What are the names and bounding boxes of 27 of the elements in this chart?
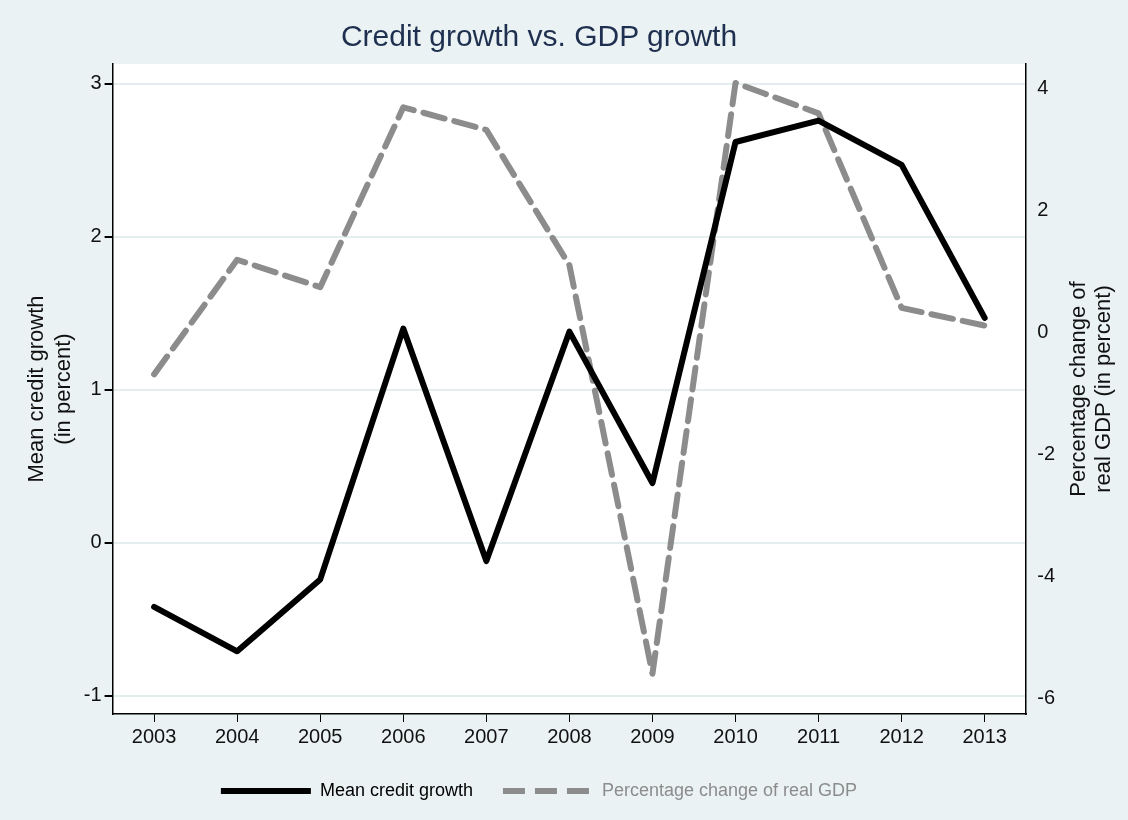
x-tick-label: 2005 — [297, 724, 343, 747]
y2-tick-label: 0 — [1037, 319, 1049, 342]
x-tick-label: 2009 — [630, 724, 675, 747]
y2-tick-label: -2 — [1037, 441, 1056, 464]
x-tick-label: 2006 — [381, 724, 426, 747]
y2-tick-label: 2 — [1037, 197, 1049, 220]
text: Percentage change of real GDP — [601, 779, 858, 800]
y2-tick-label: -6 — [1037, 685, 1056, 708]
y2-tick-label: -4 — [1037, 563, 1056, 586]
chart-title: Credit growth vs. GDP growth — [340, 19, 738, 53]
x-tick-label: 2004 — [214, 724, 260, 747]
y-tick-label: 2 — [90, 224, 102, 247]
x-tick-label: 2007 — [464, 724, 509, 747]
x-tick-label: 2008 — [547, 724, 592, 747]
x-tick-label: 2011 — [797, 724, 841, 747]
y-tick-label: 1 — [90, 377, 102, 400]
x-tick-label: 2012 — [879, 724, 924, 747]
y-tick-label: -1 — [83, 683, 102, 706]
x-tick-label: 2003 — [131, 724, 177, 747]
legend-label: Mean credit growth — [319, 779, 473, 800]
x-tick-label: 2013 — [962, 724, 1007, 747]
y-axis-title: Mean credit growth (in percent) — [23, 295, 75, 483]
y2-tick-label: 4 — [1037, 75, 1049, 98]
y-tick-label: 0 — [90, 530, 102, 553]
x-tick-label: 2010 — [713, 724, 758, 747]
y2-axis-title: Percentage change of real GDP (in percent) — [1065, 280, 1116, 497]
y-tick-label: 3 — [90, 71, 102, 94]
